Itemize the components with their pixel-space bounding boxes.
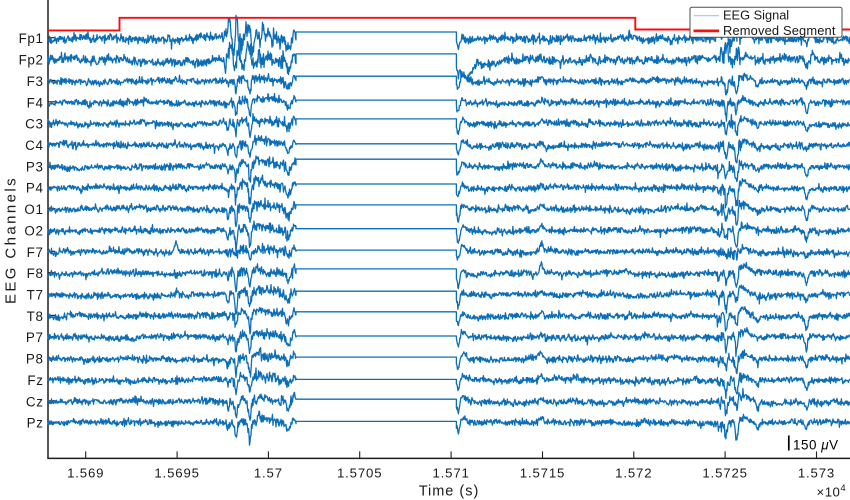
svg-text:EEG Signal: EEG Signal (723, 8, 789, 23)
svg-text:P4: P4 (26, 181, 44, 196)
svg-text:1.573: 1.573 (798, 465, 835, 480)
svg-text:P7: P7 (26, 330, 44, 345)
svg-text:P8: P8 (26, 352, 44, 367)
svg-text:Fz: Fz (27, 373, 43, 388)
svg-text:Fp1: Fp1 (19, 31, 44, 46)
svg-text:C3: C3 (25, 117, 43, 132)
svg-text:150 μV: 150 μV (793, 437, 839, 452)
svg-text:EEG Channels: EEG Channels (3, 176, 20, 304)
svg-text:O1: O1 (24, 202, 43, 217)
svg-text:Removed Segment: Removed Segment (723, 23, 836, 38)
svg-text:C4: C4 (25, 138, 43, 153)
svg-text:1.5705: 1.5705 (337, 465, 382, 480)
svg-text:×104: ×104 (817, 483, 847, 500)
svg-text:1.571: 1.571 (432, 465, 469, 480)
svg-text:1.5695: 1.5695 (154, 465, 199, 480)
svg-text:T8: T8 (27, 309, 44, 324)
svg-text:1.569: 1.569 (67, 465, 104, 480)
svg-text:1.5715: 1.5715 (520, 465, 565, 480)
svg-text:1.57: 1.57 (254, 465, 283, 480)
svg-text:F7: F7 (27, 245, 44, 260)
svg-text:Time (s): Time (s) (419, 483, 480, 499)
svg-text:Pz: Pz (27, 416, 44, 431)
svg-text:1.5725: 1.5725 (702, 465, 747, 480)
svg-text:F8: F8 (27, 266, 44, 281)
svg-text:F3: F3 (27, 74, 44, 89)
svg-text:O2: O2 (24, 223, 43, 238)
svg-text:Cz: Cz (26, 394, 44, 409)
svg-text:P3: P3 (26, 159, 44, 174)
svg-text:F4: F4 (27, 95, 44, 110)
svg-text:T7: T7 (27, 288, 44, 303)
svg-text:1.572: 1.572 (615, 465, 652, 480)
svg-text:Fp2: Fp2 (19, 53, 44, 68)
